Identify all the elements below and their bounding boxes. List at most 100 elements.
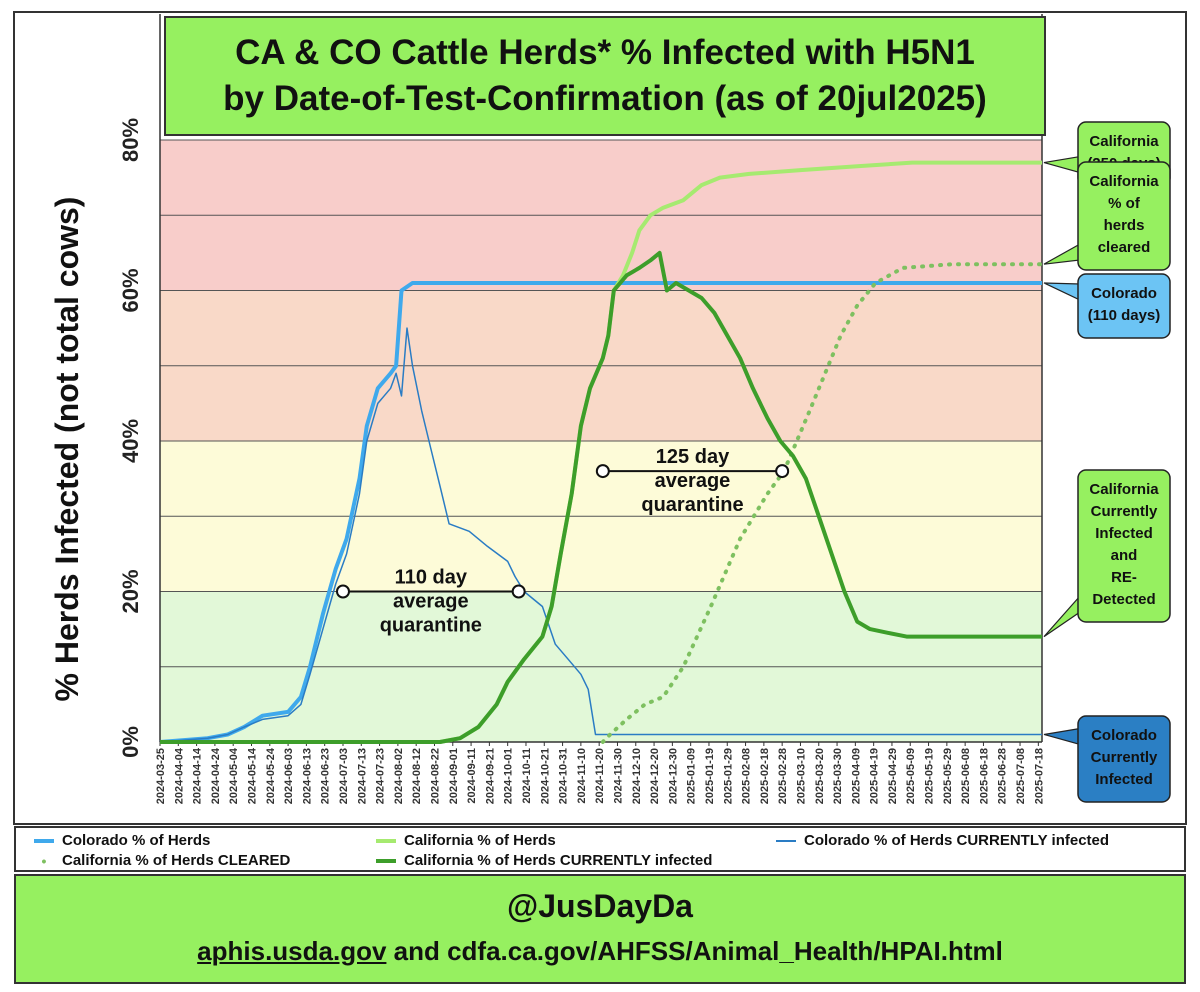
x-tick-label: 2025-02-08 bbox=[741, 748, 753, 804]
x-tick-label: 2024-09-11 bbox=[466, 748, 478, 804]
x-tick-label: 2025-03-10 bbox=[795, 748, 807, 804]
callout-2: Colorado (110 days) bbox=[1043, 273, 1171, 339]
x-tick-label: 2024-10-01 bbox=[503, 748, 515, 804]
x-tick-label: 2025-07-08 bbox=[1015, 748, 1027, 804]
x-tick-label: 2024-12-10 bbox=[631, 748, 643, 804]
x-tick-label: 2025-04-29 bbox=[887, 748, 899, 804]
x-tick-label: 2025-01-29 bbox=[722, 748, 734, 804]
legend-item-colorado-current: Colorado % of Herds CURRENTLY infected bbox=[776, 832, 1109, 849]
callout-text-3: Currently bbox=[1091, 503, 1158, 520]
x-tick-label: 2024-05-24 bbox=[265, 747, 277, 804]
x-tick-label: 2024-07-03 bbox=[338, 748, 350, 804]
callout-text-2: (110 days) bbox=[1088, 307, 1161, 324]
x-tick-label: 2025-03-30 bbox=[832, 748, 844, 804]
chart-title-box: CA & CO Cattle Herds* % Infected with H5… bbox=[164, 16, 1046, 136]
x-tick-label: 2025-05-29 bbox=[942, 748, 954, 804]
callout-text-3: RE- bbox=[1111, 569, 1137, 586]
quarantine-end-1 bbox=[775, 464, 790, 479]
x-tick-label: 2024-12-20 bbox=[649, 748, 661, 804]
legend-swatch-colorado bbox=[34, 838, 54, 843]
callout-join-3 bbox=[1079, 597, 1083, 611]
x-tick-label: 2025-07-18 bbox=[1033, 748, 1045, 804]
callout-join-1 bbox=[1079, 245, 1083, 259]
callout-text-3: and bbox=[1111, 547, 1138, 564]
x-tick-label: 2025-04-09 bbox=[850, 748, 862, 804]
y-tick-label: 60% bbox=[118, 268, 143, 312]
x-tick-label: 2024-08-02 bbox=[393, 748, 405, 804]
x-tick-label: 2025-01-09 bbox=[686, 748, 698, 804]
legend-item-colorado: Colorado % of Herds bbox=[34, 832, 210, 849]
x-tick-label: 2024-04-04 bbox=[173, 747, 185, 804]
callout-text-4: Colorado bbox=[1091, 727, 1157, 744]
x-tick-label: 2025-05-09 bbox=[905, 748, 917, 804]
callout-text-4: Infected bbox=[1095, 771, 1153, 788]
y-axis-label: % Herds Infected (not total cows) bbox=[49, 197, 85, 702]
x-tick-label: 2024-06-13 bbox=[301, 748, 313, 804]
quarantine-start-1 bbox=[595, 464, 610, 479]
legend-swatch-california-current bbox=[376, 858, 396, 863]
legend-item-california-cleared: • California % of Herds CLEARED bbox=[34, 852, 291, 869]
x-tick-label: 2024-05-04 bbox=[228, 747, 240, 804]
x-tick-label: 2024-04-14 bbox=[192, 747, 204, 804]
x-tick-label: 2024-03-25 bbox=[155, 748, 167, 804]
callout-3: California Currently Infected and RE- Detecte… bbox=[1043, 469, 1171, 638]
callout-text-1: cleared bbox=[1098, 239, 1151, 256]
y-tick-label: 80% bbox=[118, 118, 143, 162]
x-tick-label: 2024-10-31 bbox=[558, 748, 570, 804]
x-tick-label: 2024-09-01 bbox=[448, 748, 460, 804]
callout-4: Colorado Currently Infected bbox=[1043, 715, 1171, 803]
x-tick-label: 2024-07-13 bbox=[356, 748, 368, 804]
quarantine-label-0: average bbox=[393, 591, 469, 613]
callout-text-1: % of bbox=[1108, 195, 1141, 212]
x-tick-label: 2024-10-11 bbox=[521, 748, 533, 804]
x-tick-label: 2025-01-19 bbox=[704, 748, 716, 804]
quarantine-label-1: 125 day bbox=[656, 446, 730, 468]
legend-swatch-california-cleared: • bbox=[41, 852, 47, 869]
author-handle: @JusDayDa bbox=[507, 888, 693, 924]
callout-text-0: California bbox=[1089, 133, 1159, 150]
callout-box-1 bbox=[1077, 161, 1171, 271]
quarantine-start-0 bbox=[335, 584, 350, 599]
x-tick-label: 2025-03-20 bbox=[814, 748, 826, 804]
quarantine-label-1: quarantine bbox=[641, 494, 743, 516]
legend: Colorado % of Herds California % of Herd… bbox=[14, 826, 1186, 872]
callout-text-2: Colorado bbox=[1091, 285, 1157, 302]
x-tick-label: 2024-08-22 bbox=[429, 748, 441, 804]
chart-title-line-1: CA & CO Cattle Herds* % Infected with H5… bbox=[235, 33, 975, 72]
quarantine-label-1: average bbox=[655, 470, 731, 492]
y-tick-label: 40% bbox=[118, 419, 143, 463]
callout-text-4: Currently bbox=[1091, 749, 1158, 766]
x-tick-label: 2024-11-10 bbox=[576, 748, 588, 804]
x-tick-label: 2024-12-30 bbox=[667, 748, 679, 804]
legend-label-california: California % of Herds bbox=[404, 832, 556, 849]
callout-1: California % of herds cleared bbox=[1043, 161, 1171, 271]
series-line-4 bbox=[600, 262, 1044, 744]
x-tick-label: 2025-05-19 bbox=[924, 748, 936, 804]
x-tick-label: 2025-02-18 bbox=[759, 748, 771, 804]
legend-swatch-colorado-current bbox=[776, 839, 796, 842]
x-tick-label: 2024-09-21 bbox=[484, 748, 496, 804]
legend-item-california: California % of Herds bbox=[376, 832, 556, 849]
x-tick-label: 2025-06-18 bbox=[978, 748, 990, 804]
legend-label-colorado-current: Colorado % of Herds CURRENTLY infected bbox=[804, 832, 1110, 849]
legend-label-california-cleared: California % of Herds CLEARED bbox=[62, 852, 291, 869]
footer: @JusDayDa aphis.usda.gov and cdfa.ca.gov… bbox=[14, 874, 1186, 984]
source-text: and cdfa.ca.gov/AHFSS/Animal_Health/HPAI… bbox=[386, 936, 1003, 966]
x-tick-label: 2024-11-20 bbox=[594, 748, 606, 804]
callout-box-4 bbox=[1077, 715, 1171, 803]
legend-label-california-current: California % of Herds CURRENTLY infected bbox=[404, 852, 713, 869]
callout-text-3: Infected bbox=[1095, 525, 1153, 542]
chart-title-line-2: by Date-of-Test-Confirmation (as of 20ju… bbox=[223, 79, 987, 118]
quarantine-label-0: 110 day bbox=[395, 567, 468, 589]
callout-text-3: Detected bbox=[1092, 591, 1155, 608]
x-tick-label: 2024-11-30 bbox=[612, 748, 624, 804]
quarantine-end-0 bbox=[511, 584, 526, 599]
source-link[interactable]: aphis.usda.gov bbox=[197, 936, 387, 966]
x-tick-label: 2024-05-14 bbox=[246, 747, 258, 804]
x-tick-label: 2024-04-24 bbox=[210, 747, 222, 804]
x-tick-label: 2024-10-21 bbox=[539, 748, 551, 804]
callout-text-1: California bbox=[1089, 173, 1159, 190]
legend-label-colorado: Colorado % of Herds bbox=[62, 832, 211, 849]
x-tick-label: 2025-06-28 bbox=[997, 748, 1009, 804]
